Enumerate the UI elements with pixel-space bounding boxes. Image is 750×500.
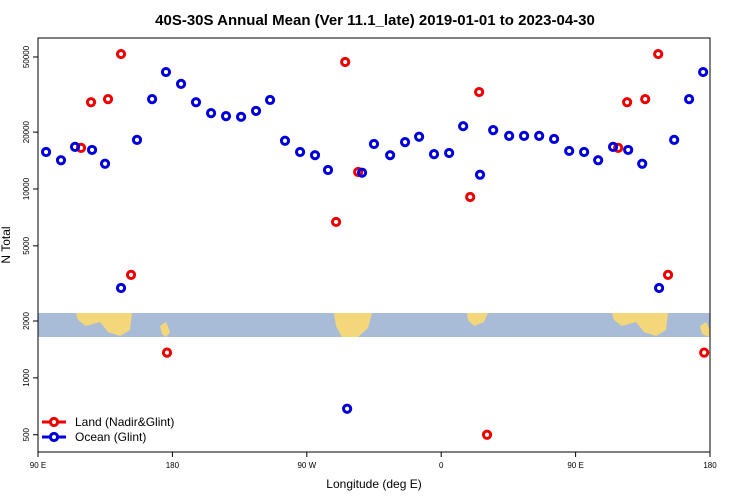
point [175,78,187,90]
point [161,347,173,358]
point [474,86,485,98]
point [428,148,440,160]
point [613,142,624,154]
point [474,169,486,180]
y-tick-label: 50000 [22,45,31,68]
x-tick-label: 180 [166,461,180,470]
legend-marker [48,416,60,428]
point [385,150,396,161]
x-tick-label: 180 [703,461,717,470]
point [115,48,127,60]
point [504,130,515,141]
point [637,158,648,169]
point [534,130,545,141]
point [669,134,680,145]
map-band [38,313,710,337]
point [413,131,425,142]
legend-label: Ocean (Glint) [75,430,146,444]
x-tick-label: 90 E [30,461,46,470]
point [623,144,634,156]
point [683,94,695,105]
chart-title: 40S-30S Annual Mean (Ver 11.1_late) 2019… [155,12,595,29]
y-tick-label: 500 [22,427,31,441]
point [131,134,143,145]
point [564,145,575,157]
y-tick-label: 20000 [22,120,31,143]
point [640,94,651,105]
point [593,155,604,166]
point [458,121,469,132]
point [340,56,351,68]
point [518,130,530,141]
point [220,111,232,122]
y-tick-label: 1000 [22,368,31,386]
point [322,164,334,176]
point [622,97,633,108]
point [607,141,619,153]
point [264,94,276,106]
point [86,144,98,156]
y-tick-label: 5000 [22,236,31,254]
point [69,141,81,153]
y-axis-label: N Total [0,226,13,263]
point [146,94,158,105]
point [330,216,342,228]
point [368,138,380,150]
point [250,105,262,117]
point [160,66,172,78]
x-tick-label: 0 [439,461,444,470]
point [125,269,137,280]
point [699,347,710,358]
point [481,429,493,440]
point [444,147,455,159]
point [356,167,368,178]
y-tick-label: 2000 [22,312,31,330]
point [399,137,411,148]
point [205,108,217,119]
point [548,133,560,145]
point [488,124,499,136]
point [465,191,476,203]
legend-label: Land (Nadir&Glint) [75,415,174,429]
point [653,282,665,294]
point [698,66,709,78]
point [653,48,664,60]
point [190,97,202,108]
point [235,111,247,122]
x-axis-label: Longitude (deg E) [326,477,421,491]
legend-marker [48,431,60,443]
point [294,146,306,158]
point [279,135,291,146]
y-tick-label: 10000 [22,177,31,200]
x-tick-label: 90 W [297,461,316,470]
point [579,146,590,158]
point [342,403,353,414]
plot-frame [37,37,711,453]
point [40,146,52,158]
x-tick-label: 90 E [567,461,583,470]
point [55,155,67,166]
point [309,150,321,161]
point [662,269,674,280]
point [102,94,114,105]
point [85,97,97,108]
point [99,158,111,169]
point [115,282,127,294]
